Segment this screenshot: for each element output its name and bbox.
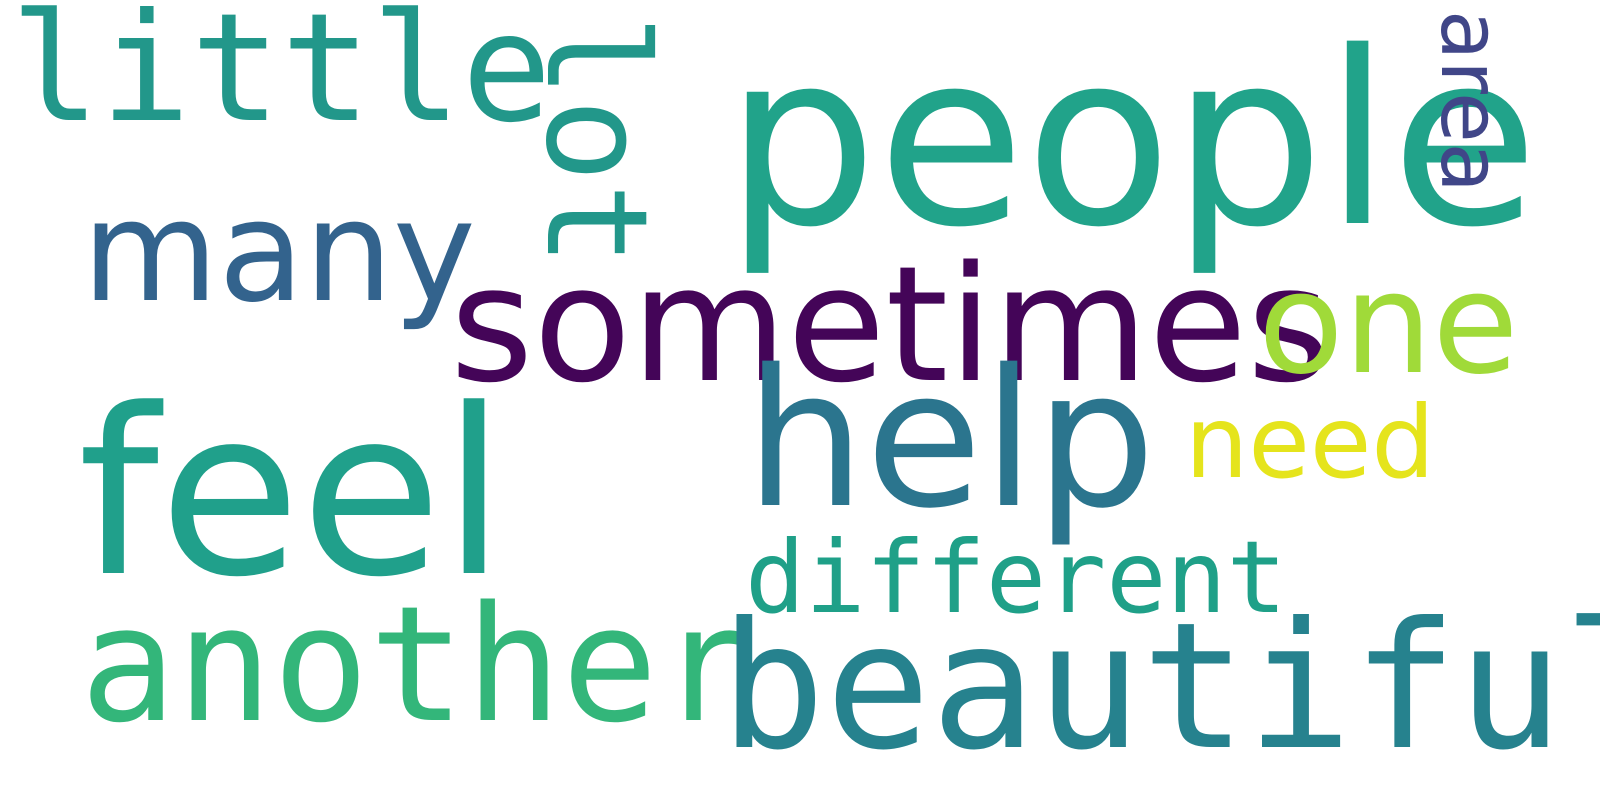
word-little: little [10,0,552,156]
word-different: different [745,519,1287,636]
word-lot: lot [514,14,677,267]
word-people: people [725,0,1539,280]
word-beautiful: beautiful [720,586,1600,789]
word-need: need [1185,384,1435,501]
word-help: help [745,329,1156,550]
word-area: area [1422,10,1517,193]
word-one: one [1258,243,1519,406]
word-feel: feel [78,361,506,628]
word-sometimes: sometimes [450,231,1331,418]
word-many: many [82,171,476,334]
word-another: another [80,571,755,758]
